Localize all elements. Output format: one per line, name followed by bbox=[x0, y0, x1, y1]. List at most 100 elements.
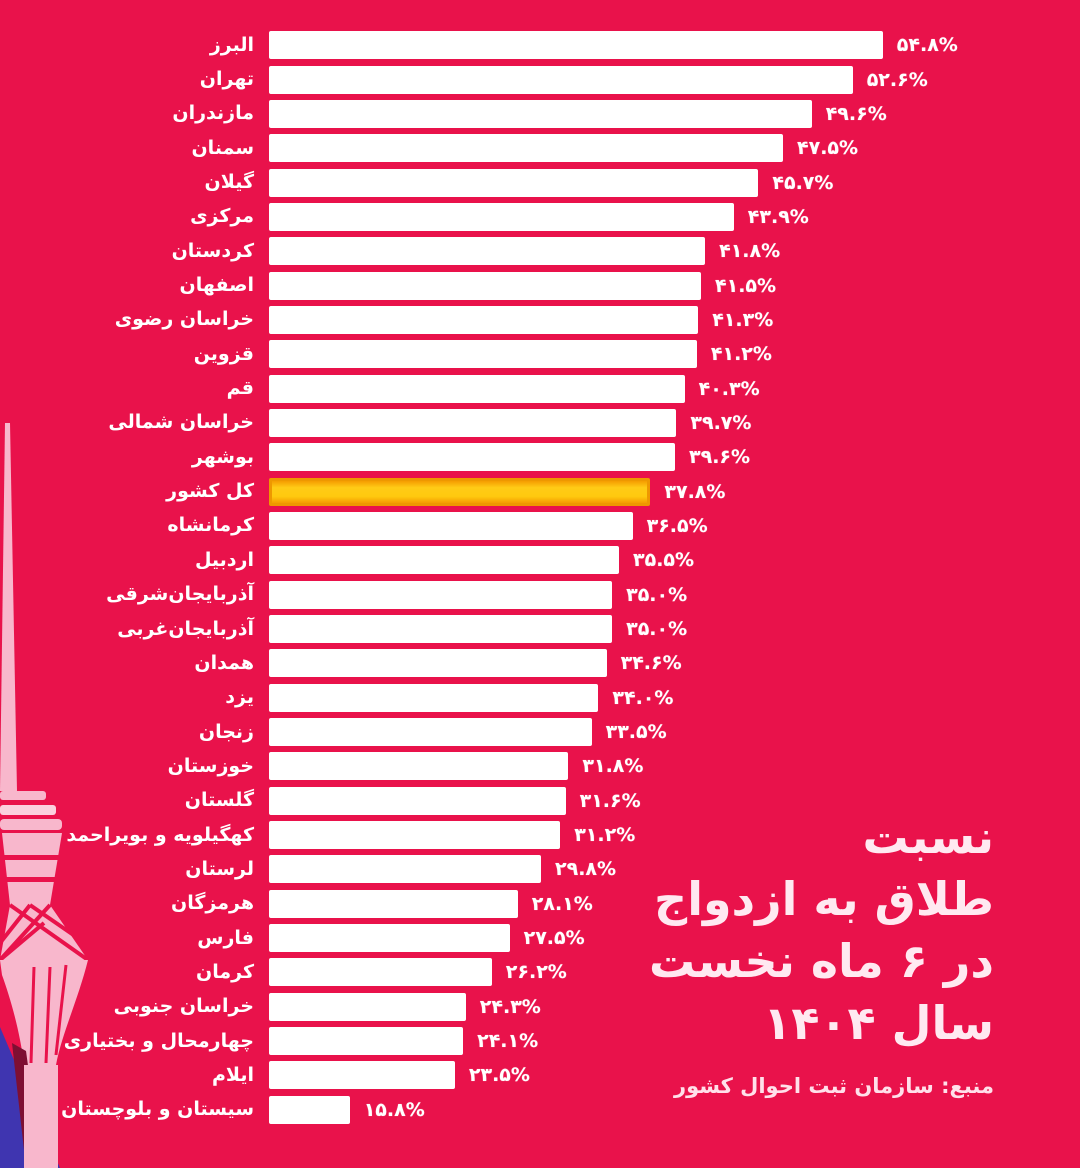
bar-row: اردبیل ۳۵.۵% bbox=[0, 543, 1080, 577]
value-label: ۴۱.۵% bbox=[715, 274, 777, 297]
value-label: ۳۵.۰% bbox=[626, 618, 688, 641]
bar-row: گلستان ۳۱.۶% bbox=[0, 784, 1080, 818]
value-label: ۲۴.۱% bbox=[477, 1030, 539, 1053]
tower-pod bbox=[2, 833, 62, 905]
tower-spire bbox=[0, 423, 17, 791]
province-label: خوزستان bbox=[167, 754, 254, 777]
bar-row: کهگیلویه و بویراحمد ۳۱.۲% bbox=[0, 818, 1080, 852]
bar-row: خراسان شمالی ۳۹.۷% bbox=[0, 406, 1080, 440]
bar-row: البرز ۵۴.۸% bbox=[0, 28, 1080, 62]
province-label: خراسان رضوی bbox=[114, 308, 254, 331]
value-label: ۲۶.۲% bbox=[505, 961, 567, 984]
tower-band bbox=[0, 805, 56, 815]
value-label: ۴۱.۸% bbox=[719, 240, 781, 263]
bar-row: سیستان و بلوچستان ۱۵.۸% bbox=[0, 1093, 1080, 1127]
bar-row: خوزستان ۳۱.۸% bbox=[0, 749, 1080, 783]
tower-band bbox=[0, 819, 62, 830]
value-label: ۳۷.۸% bbox=[664, 480, 726, 503]
province-label: بوشهر bbox=[191, 445, 254, 468]
value-label: ۲۹.۸% bbox=[555, 858, 617, 881]
bar-row: همدان ۳۴.۶% bbox=[0, 646, 1080, 680]
value-label: ۴۱.۲% bbox=[710, 343, 772, 366]
bar bbox=[269, 580, 613, 609]
bar bbox=[269, 718, 592, 747]
province-label: مرکزی bbox=[190, 205, 254, 228]
bar-row: بوشهر ۳۹.۶% bbox=[0, 440, 1080, 474]
province-label: زنجان bbox=[198, 720, 254, 743]
bar bbox=[269, 134, 783, 163]
value-label: ۳۵.۰% bbox=[626, 583, 688, 606]
bar bbox=[269, 958, 492, 987]
province-label: خراسان جنوبی bbox=[113, 995, 254, 1018]
value-label: ۴۰.۳% bbox=[698, 377, 760, 400]
province-label: فارس bbox=[197, 926, 254, 949]
tower-band bbox=[0, 791, 46, 800]
value-label: ۳۴.۰% bbox=[612, 686, 674, 709]
chart-title-block: نسبت طلاق به ازدواج در ۶ ماه نخست سال ۱۴… bbox=[649, 806, 994, 1098]
value-label: ۳۱.۲% bbox=[574, 824, 636, 847]
bar-row: کل کشور ۳۷.۸% bbox=[0, 474, 1080, 508]
bar bbox=[269, 1095, 350, 1124]
value-label: ۴۵.۷% bbox=[772, 171, 834, 194]
bar bbox=[269, 443, 675, 472]
province-label: سمنان bbox=[191, 136, 254, 159]
province-label: همدان bbox=[194, 651, 254, 674]
value-label: ۴۱.۳% bbox=[712, 308, 774, 331]
bar bbox=[269, 1027, 464, 1056]
bar-row: سمنان ۴۷.۵% bbox=[0, 131, 1080, 165]
bar bbox=[269, 511, 633, 540]
bar-row: مازندران ۴۹.۶% bbox=[0, 97, 1080, 131]
bar bbox=[269, 374, 685, 403]
value-label: ۳۴.۶% bbox=[620, 652, 682, 675]
bar bbox=[269, 305, 699, 334]
bar bbox=[269, 99, 812, 128]
value-label: ۲۷.۵% bbox=[523, 927, 585, 950]
bar bbox=[269, 271, 701, 300]
province-label: کرمان bbox=[196, 960, 254, 983]
province-label: هرمزگان bbox=[171, 892, 254, 915]
title-line: سال ۱۴۰۴ bbox=[763, 996, 994, 1050]
value-label: ۴۳.۹% bbox=[747, 205, 809, 228]
province-label: قم bbox=[226, 377, 254, 400]
bar bbox=[269, 649, 607, 678]
bar bbox=[269, 924, 510, 953]
bar-row: هرمزگان ۲۸.۱% bbox=[0, 887, 1080, 921]
source-note: منبع: سازمان ثبت احوال کشور bbox=[673, 1074, 994, 1098]
bar bbox=[269, 821, 561, 850]
value-label: ۱۵.۸% bbox=[363, 1098, 425, 1121]
bar-row: کردستان ۴۱.۸% bbox=[0, 234, 1080, 268]
bar-row: کرمان ۲۶.۲% bbox=[0, 955, 1080, 989]
bar-row: آذربایجان‌شرقی ۳۵.۰% bbox=[0, 578, 1080, 612]
value-label: ۳۱.۸% bbox=[582, 755, 644, 778]
title-line: طلاق به ازدواج bbox=[654, 872, 994, 926]
province-label: لرستان bbox=[185, 857, 254, 880]
value-label: ۲۴.۳% bbox=[479, 995, 541, 1018]
bar bbox=[269, 31, 883, 60]
province-label: اردبیل bbox=[194, 548, 254, 571]
bar-row: خراسان رضوی ۴۱.۳% bbox=[0, 303, 1080, 337]
bar-row: قم ۴۰.۳% bbox=[0, 371, 1080, 405]
bar bbox=[269, 752, 569, 781]
province-label: کردستان bbox=[171, 239, 254, 262]
province-label: تهران bbox=[199, 68, 254, 91]
bar-row: اصفهان ۴۱.۵% bbox=[0, 268, 1080, 302]
bar bbox=[269, 237, 706, 266]
bar bbox=[269, 889, 518, 918]
bar-row: یزد ۳۴.۰% bbox=[0, 681, 1080, 715]
province-label: کل کشور bbox=[166, 480, 254, 503]
province-label: ایلام bbox=[212, 1063, 254, 1086]
province-label: گلستان bbox=[184, 789, 254, 812]
bar bbox=[269, 408, 677, 437]
value-label: ۴۷.۵% bbox=[797, 137, 859, 160]
value-label: ۵۴.۸% bbox=[896, 34, 958, 57]
province-label: گیلان bbox=[204, 171, 254, 194]
bar bbox=[269, 1061, 455, 1090]
province-label: کهگیلویه و بویراحمد bbox=[66, 823, 254, 846]
milad-tower-silhouette bbox=[0, 423, 90, 1168]
value-label: ۵۲.۶% bbox=[866, 68, 928, 91]
bar bbox=[269, 202, 734, 231]
bar bbox=[269, 786, 566, 815]
value-label: ۲۳.۵% bbox=[468, 1064, 530, 1087]
province-label: آذربایجان‌غربی bbox=[117, 617, 254, 640]
